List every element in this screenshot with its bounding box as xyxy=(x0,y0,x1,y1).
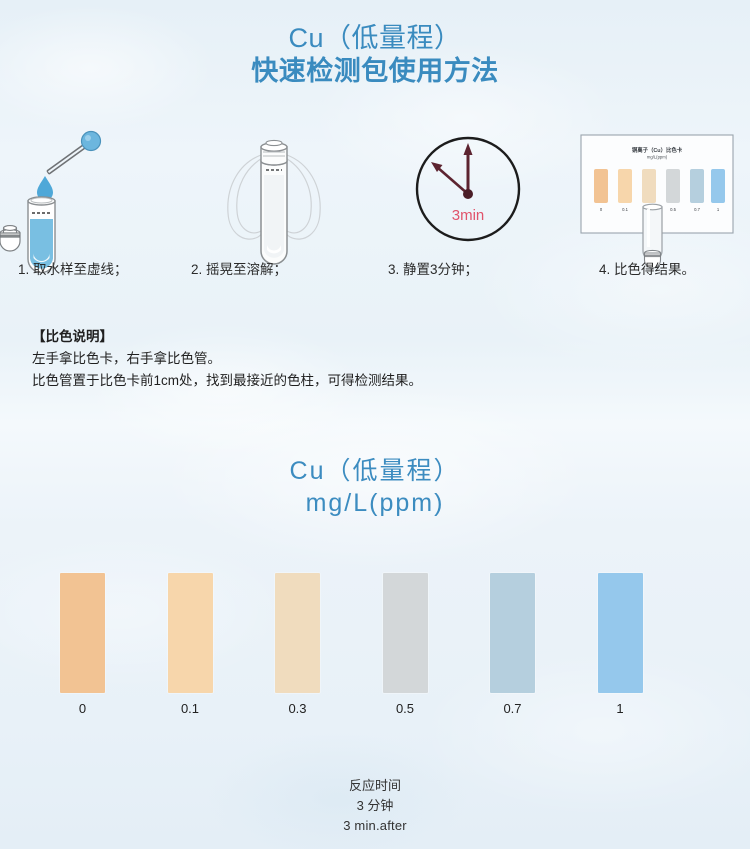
compare-tube-icon xyxy=(641,203,663,269)
color-scale: 0 0.1 0.3 0.5 0.7 1 xyxy=(60,573,705,718)
svg-text:0.5: 0.5 xyxy=(670,207,676,212)
color-card-title: Cu（低量程） mg/L(ppm) xyxy=(0,455,750,519)
color-swatch-label-5: 1 xyxy=(616,701,624,716)
clock-duration-label: 3min xyxy=(452,207,485,224)
color-swatch-label-4: 0.7 xyxy=(503,701,522,716)
reaction-time-footer: 反应时间 3 分钟 3 min.after xyxy=(0,776,750,836)
color-card-title-line2: mg/L(ppm) xyxy=(305,489,445,517)
steps-illustrations: 3min 铜离子（Cu）比色卡 mg/L(ppm) 0 xyxy=(0,112,750,277)
color-swatch-1 xyxy=(167,573,213,693)
svg-text:0.1: 0.1 xyxy=(622,207,628,212)
color-swatch-label-2: 0.3 xyxy=(288,701,307,716)
swatch-cell: 0.5 xyxy=(382,573,491,718)
step-1-caption: 1. 取水样至虚线； xyxy=(18,262,128,277)
page-title: Cu（低量程） 快速检测包使用方法 xyxy=(0,22,750,88)
color-swatch-label-3: 0.5 xyxy=(395,701,415,716)
page-title-line2: 快速检测包使用方法 xyxy=(251,55,499,86)
instructions-heading: 【比色说明】 xyxy=(32,329,113,344)
step-2-illustration xyxy=(188,112,376,277)
swatch-cell: 0.3 xyxy=(275,573,383,718)
clock-icon: 3min xyxy=(415,136,521,242)
color-card-compare-icon: 铜离子（Cu）比色卡 mg/L(ppm) 0 0.1 0.3 0.5 0. xyxy=(579,134,734,269)
page-title-line1: Cu（低量程） xyxy=(288,23,462,53)
comparison-instructions: 【比色说明】 左手拿比色卡，右手拿比色管。 比色管置于比色卡前1cm处，找到最接… xyxy=(32,326,722,392)
step-captions: 1. 取水样至虚线； 2. 摇晃至溶解； 3. 静置3分钟； 4. 比色得结果。 xyxy=(0,258,750,278)
step-3-caption: 3. 静置3分钟； xyxy=(388,262,479,277)
pipette-test-tube-icon xyxy=(0,130,102,274)
swatch-cell: 0 xyxy=(60,573,168,718)
tube-cap-icon xyxy=(0,225,21,252)
color-swatch-0 xyxy=(60,573,105,693)
footer-line-3: 3 min.after xyxy=(343,818,407,834)
svg-text:0.7: 0.7 xyxy=(694,207,700,212)
mini-card-title-line1: 铜离子（Cu）比色卡 xyxy=(631,146,682,154)
step-2-caption: 2. 摇晃至溶解； xyxy=(191,262,288,277)
color-swatch-label-0: 0 xyxy=(78,701,87,716)
instructions-line-1: 左手拿比色卡，右手拿比色管。 xyxy=(32,350,221,366)
mini-card-swatches: 0 0.1 0.3 0.5 0.7 1 xyxy=(593,169,725,212)
footer-line-2: 3 分钟 xyxy=(356,798,394,814)
step-1-illustration xyxy=(0,112,188,277)
swatch-cell: 0.1 xyxy=(167,573,276,718)
swatch-cell: 0.7 xyxy=(490,573,598,718)
step-4-caption: 4. 比色得结果。 xyxy=(599,262,696,277)
color-swatch-label-1: 0.1 xyxy=(180,701,200,716)
step-3-illustration: 3min xyxy=(375,112,563,277)
mini-card-title-line2: mg/L(ppm) xyxy=(646,155,667,160)
shaking-tube-icon xyxy=(226,139,321,265)
color-swatch-3 xyxy=(382,573,428,693)
color-swatch-4 xyxy=(490,573,535,693)
color-card-title-line1: Cu（低量程） xyxy=(289,457,461,485)
color-swatch-2 xyxy=(275,573,320,693)
instructions-line-2: 比色管置于比色卡前1cm处，找到最接近的色柱，可得检测结果。 xyxy=(32,372,423,388)
svg-text:0: 0 xyxy=(599,207,602,212)
footer-line-1: 反应时间 xyxy=(348,778,401,793)
step-4-illustration: 铜离子（Cu）比色卡 mg/L(ppm) 0 0.1 0.3 0.5 0. xyxy=(563,112,750,277)
color-swatch-5 xyxy=(597,573,643,693)
svg-text:1: 1 xyxy=(716,207,719,212)
swatch-cell: 1 xyxy=(597,573,706,718)
